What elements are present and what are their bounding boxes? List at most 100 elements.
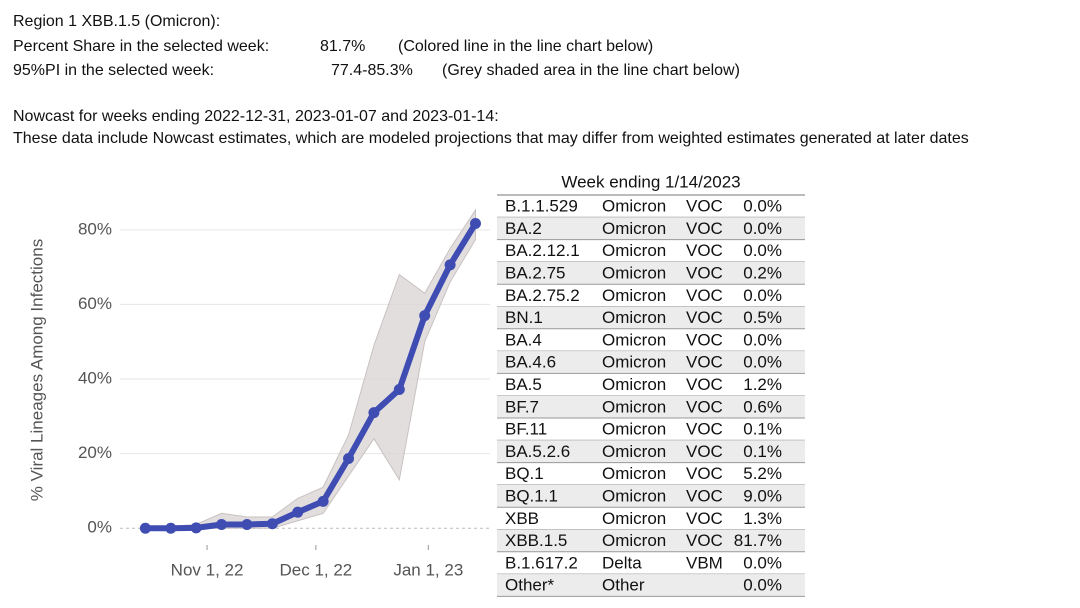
table-row-bg (497, 529, 805, 552)
table-title: Week ending 1/14/2023 (561, 172, 740, 191)
table-cell: XBB.1.5 (505, 531, 567, 550)
point (216, 518, 228, 530)
table-cell: 0.0% (743, 576, 782, 595)
table-cell: VOC (686, 442, 723, 461)
table-cell: Omicron (602, 197, 666, 216)
table-row-bg (497, 574, 805, 597)
table-row-bg (497, 395, 805, 418)
table-cell: VOC (686, 375, 723, 394)
table-cell: Omicron (602, 375, 666, 394)
table-cell: BA.2.12.1 (505, 241, 580, 260)
table-cell: Omicron (602, 286, 666, 305)
share-value: 81.7% (320, 38, 365, 55)
table-cell: VOC (686, 241, 723, 260)
table-cell: Omicron (602, 531, 666, 550)
table-cell: Omicron (602, 397, 666, 416)
point (343, 452, 355, 464)
table-cell: B.1.1.529 (505, 197, 578, 216)
table-cell: 0.2% (743, 264, 782, 283)
table-row-bg (497, 440, 805, 463)
table-row-bg (497, 261, 805, 285)
table-cell: 0.5% (743, 308, 782, 327)
share-label: Percent Share in the selected week: (13, 38, 269, 55)
table-cell: VBM (686, 553, 723, 572)
table-cell: XBB (505, 509, 539, 528)
table-cell: 0.0% (743, 330, 782, 349)
table-cell: BA.2 (505, 219, 542, 238)
table-cell: VOC (686, 219, 723, 238)
pi-label: 95%PI in the selected week: (13, 62, 214, 79)
point (139, 522, 151, 534)
table-cell: 0.0% (743, 241, 782, 260)
table-cell: BA.4 (505, 330, 542, 349)
table-cell: BF.7 (505, 397, 539, 416)
table-cell: VOC (686, 308, 723, 327)
table-cell: 1.2% (743, 375, 782, 394)
table-cell: BQ.1.1 (505, 487, 558, 506)
point (190, 522, 202, 534)
table-cell: VOC (686, 197, 723, 216)
table-cell: Omicron (602, 219, 666, 238)
point (419, 310, 431, 322)
y-tick-label: 20% (78, 443, 112, 462)
table-cell: Omicron (602, 241, 666, 260)
table-cell: 9.0% (743, 487, 782, 506)
share-note: (Colored line in the line chart below) (398, 38, 653, 55)
table-cell: Other* (505, 576, 555, 595)
table-cell: VOC (686, 397, 723, 416)
table-cell: 0.1% (743, 420, 782, 439)
table-cell: Omicron (602, 308, 666, 327)
table-cell: 5.2% (743, 464, 782, 483)
table-cell: 0.0% (743, 197, 782, 216)
table-cell: VOC (686, 509, 723, 528)
pi-value: 77.4-85.3% (331, 62, 413, 79)
point (368, 407, 380, 419)
table-cell: Omicron (602, 464, 666, 483)
table-cell: VOC (686, 464, 723, 483)
disclaimer: These data include Nowcast estimates, wh… (13, 130, 969, 147)
y-axis-title: % Viral Lineages Among Infections (27, 239, 46, 501)
table-row-bg (497, 351, 805, 374)
point (241, 518, 253, 530)
pi-note: (Grey shaded area in the line chart belo… (442, 62, 740, 79)
table-cell: Other (602, 576, 645, 595)
table-cell: BF.11 (505, 420, 547, 439)
table-cell: B.1.617.2 (505, 553, 578, 572)
y-tick-label: 40% (78, 369, 112, 388)
table-cell: 81.7% (734, 531, 782, 550)
table-cell: BQ.1 (505, 464, 544, 483)
table-cell: VOC (686, 264, 723, 283)
x-tick-label: Nov 1, 22 (171, 560, 244, 579)
pi-band (144, 208, 476, 529)
table-cell: VOC (686, 353, 723, 372)
table-cell: Omicron (602, 487, 666, 506)
x-tick-label: Dec 1, 22 (279, 560, 352, 579)
table-cell: BA.5 (505, 375, 542, 394)
table-cell: 1.3% (743, 509, 782, 528)
table-cell: VOC (686, 487, 723, 506)
point (165, 522, 177, 534)
table-cell: BA.2.75 (505, 264, 566, 283)
point (317, 495, 329, 507)
table-cell: 0.0% (743, 353, 782, 372)
table-cell: 0.6% (743, 397, 782, 416)
table-cell: BA.4.6 (505, 353, 556, 372)
nowcast-note: Nowcast for weeks ending 2022-12-31, 202… (13, 108, 499, 125)
table-cell: 0.0% (743, 219, 782, 238)
point (393, 383, 405, 395)
point (469, 217, 481, 229)
y-tick-label: 80% (78, 219, 112, 238)
table-cell: Omicron (602, 509, 666, 528)
table-cell: Omicron (602, 353, 666, 372)
table-cell: 0.0% (743, 286, 782, 305)
table-row-bg (497, 484, 805, 508)
region-title: Region 1 XBB.1.5 (Omicron): (13, 13, 220, 30)
table-cell: Omicron (602, 330, 666, 349)
table-cell: VOC (686, 286, 723, 305)
table-cell: Omicron (602, 420, 666, 439)
point (444, 259, 456, 271)
x-tick-label: Jan 1, 23 (393, 560, 463, 579)
table-row-bg (497, 217, 805, 240)
table-cell: BA.2.75.2 (505, 286, 580, 305)
